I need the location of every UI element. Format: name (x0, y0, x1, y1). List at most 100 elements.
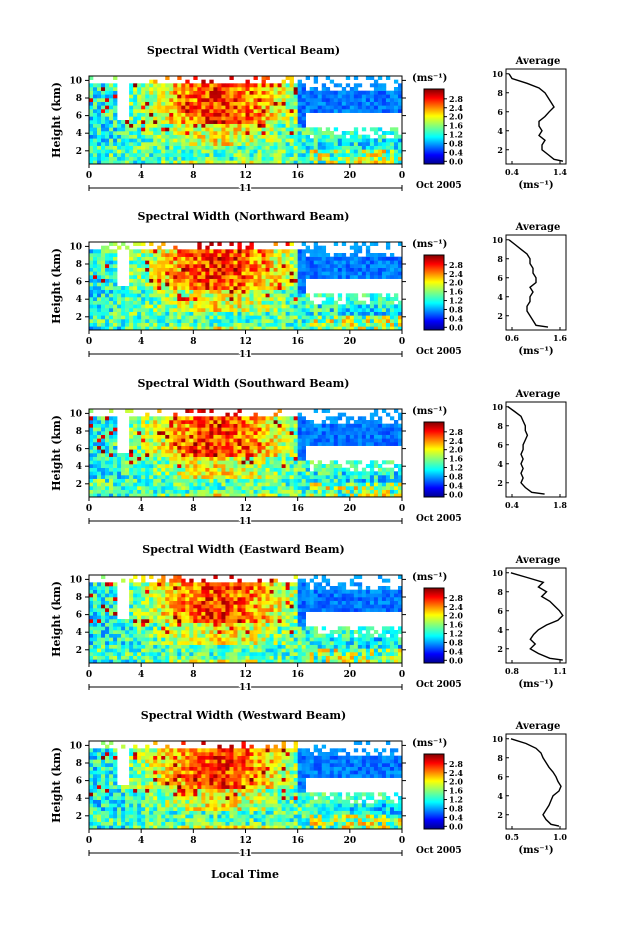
heatmap-cell (169, 131, 174, 135)
heatmap-cell (265, 76, 270, 80)
heatmap-cell (277, 434, 282, 439)
heatmap-cell (241, 94, 246, 99)
heatmap-cell (113, 464, 118, 468)
heatmap-cell (173, 489, 178, 494)
heatmap-cell (233, 478, 238, 483)
heatmap-cell (261, 76, 266, 80)
heatmap-cell (173, 267, 178, 272)
heatmap-cell (225, 434, 230, 439)
heatmap-cell (153, 112, 158, 117)
heatmap-cell (185, 427, 190, 432)
heatmap-cell (297, 438, 302, 443)
heatmap-cell (269, 264, 274, 268)
heatmap-cell (101, 142, 106, 146)
heatmap-cell (317, 127, 323, 132)
heatmap-cell (193, 304, 198, 309)
heatmap-cell (109, 131, 114, 135)
heatmap-cell (177, 416, 182, 421)
heatmap-cell (101, 278, 106, 283)
heatmap-cell (117, 308, 122, 312)
heatmap-cell (137, 442, 142, 446)
heatmap-cell (149, 478, 154, 483)
heatmap-cell (305, 297, 310, 301)
heatmap-cell (357, 489, 363, 494)
heatmap-cell (165, 460, 170, 465)
heatmap-cell (281, 420, 286, 424)
heatmap-cell (241, 116, 246, 121)
heatmap-cell (221, 427, 226, 432)
heatmap-cell (329, 134, 335, 139)
heatmap-cell (133, 427, 138, 432)
heatmap-cell (161, 249, 166, 254)
heatmap-cell (193, 438, 198, 443)
heatmap-cell (301, 94, 306, 99)
heatmap-cell (213, 116, 218, 121)
heatmap-cell (89, 267, 94, 272)
heatmap-cell (121, 297, 126, 301)
heatmap-cell (361, 271, 367, 276)
heatmap-cell (177, 319, 182, 323)
heatmap-cell (249, 98, 254, 102)
heatmap-cell (253, 142, 258, 146)
heatmap-cell (145, 253, 150, 257)
heatmap-cell (165, 471, 170, 476)
heatmap-cell (349, 134, 355, 139)
heatmap-cell (145, 449, 150, 454)
heatmap-cell (397, 256, 403, 261)
heatmap-cell (141, 120, 146, 124)
heatmap-cell (325, 326, 331, 331)
y-tick-label: 4 (76, 129, 82, 139)
heatmap-cell (153, 123, 158, 128)
heatmap-cell (137, 282, 142, 287)
heatmap-cell (189, 83, 194, 88)
heatmap-cell (257, 282, 262, 287)
heatmap-cell (289, 153, 294, 157)
heatmap-cell (133, 289, 138, 294)
heatmap-cell (169, 160, 174, 165)
heatmap-cell (297, 486, 302, 490)
heatmap-cell (157, 308, 162, 312)
heatmap-cell (273, 120, 278, 124)
heatmap-cell (121, 460, 126, 465)
heatmap-cell (157, 83, 162, 88)
heatmap-cell (293, 105, 298, 110)
colorbar-tick-label: 1.2 (449, 130, 463, 140)
heatmap-cell (233, 456, 238, 461)
heatmap-cell (353, 478, 359, 483)
heatmap-cell (289, 449, 294, 454)
heatmap-cell (217, 112, 222, 117)
heatmap-cell (301, 249, 306, 254)
heatmap-cell (265, 482, 270, 487)
heatmap-cell (89, 127, 94, 132)
heatmap-cell (145, 127, 150, 132)
heatmap-cell (173, 420, 178, 424)
heatmap-cell (365, 322, 371, 327)
heatmap-cell (257, 156, 262, 161)
heatmap-cell (293, 438, 298, 443)
heatmap-cell (149, 431, 154, 435)
heatmap-cell (209, 94, 214, 99)
heatmap-cell (365, 90, 371, 95)
heatmap-cell (317, 275, 323, 279)
heatmap-cell (105, 278, 110, 283)
heatmap-cell (145, 478, 150, 483)
heatmap-cell (109, 453, 114, 457)
heatmap-cell (365, 253, 371, 257)
heatmap-cell (205, 416, 210, 421)
heatmap-cell (93, 464, 98, 468)
heatmap-cell (93, 442, 98, 446)
heatmap-cell (181, 275, 186, 279)
heatmap-cell (337, 153, 343, 157)
heatmap-cell (157, 120, 162, 124)
heatmap-cell (277, 464, 282, 468)
heatmap-cell (249, 300, 254, 305)
heatmap-cell (321, 160, 327, 165)
heatmap-cell (313, 245, 319, 250)
heatmap-cell (381, 300, 387, 305)
heatmap-cell (177, 267, 182, 272)
heatmap-cell (93, 659, 98, 664)
heatmap-cell (129, 138, 134, 143)
heatmap-cell (93, 282, 98, 287)
heatmap-cell (261, 105, 266, 110)
heatmap-cell (129, 297, 134, 301)
